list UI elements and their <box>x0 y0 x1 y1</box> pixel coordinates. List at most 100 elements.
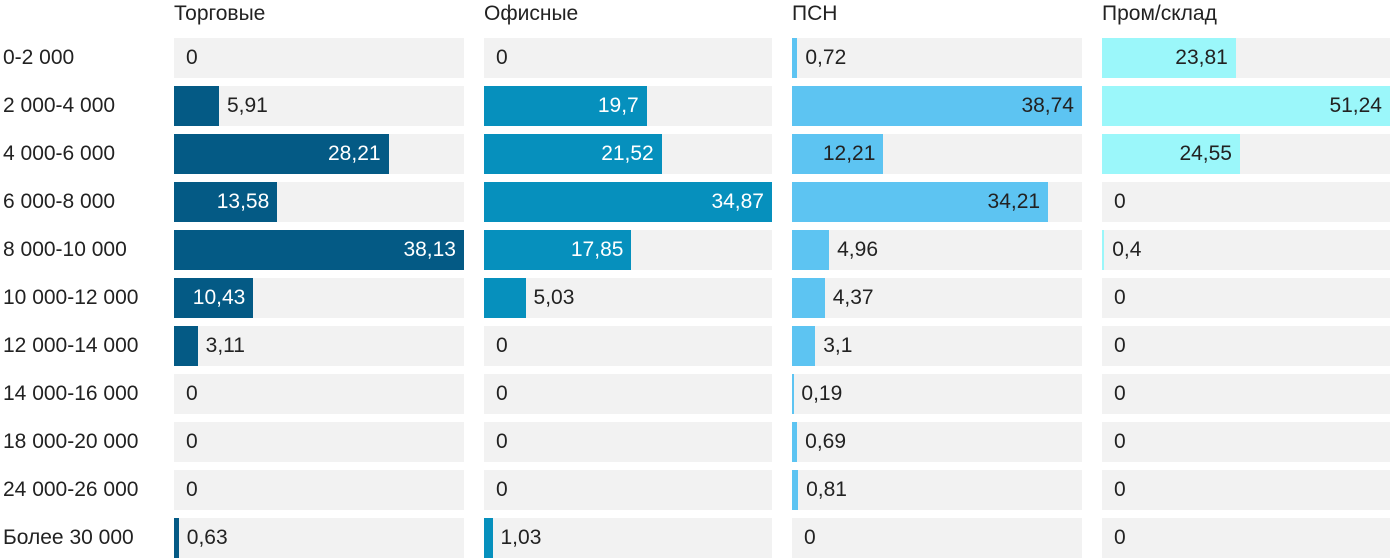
bar-track: 0,63 <box>174 518 464 558</box>
bar-value-label: 0 <box>804 526 816 549</box>
bar-value-label: 0 <box>496 430 508 453</box>
bar-value-label: 34,87 <box>711 190 764 213</box>
bar <box>792 134 884 174</box>
bar-value-label: 0 <box>1114 382 1126 405</box>
bar-value-label: 0,72 <box>805 46 847 69</box>
bar-track: 0,72 <box>792 38 1082 78</box>
bar-value-label: 38,13 <box>403 238 456 261</box>
bar-track: 13,58 <box>174 182 464 222</box>
bar-value-label: 19,7 <box>597 94 639 117</box>
bar <box>1102 86 1390 126</box>
bar-value-label: 12,21 <box>822 142 876 165</box>
bar-track: 0 <box>1102 374 1390 414</box>
row-label: Более 30 000 <box>3 526 134 549</box>
bar <box>1102 230 1105 270</box>
bar-track: 0 <box>484 38 772 78</box>
bar <box>1102 134 1240 174</box>
bar <box>792 326 816 366</box>
row-label: 2 000-4 000 <box>3 94 116 117</box>
row-label: 10 000-12 000 <box>3 286 139 309</box>
bar-track: 0 <box>1102 422 1390 462</box>
bar-track: 0 <box>484 470 772 510</box>
bar-track: 23,81 <box>1102 38 1390 78</box>
bar-track: 3,11 <box>174 326 464 366</box>
bar-value-label: 0 <box>496 334 508 357</box>
bar-value-label: 0,4 <box>1112 238 1142 261</box>
bar <box>484 182 772 222</box>
bar <box>174 86 219 126</box>
bar-track: 0 <box>174 374 464 414</box>
bar-track: 0 <box>1102 182 1390 222</box>
bar-track: 1,03 <box>484 518 772 558</box>
bar-value-label: 0 <box>1114 334 1126 357</box>
bar-track: 38,74 <box>792 86 1082 126</box>
row-label: 14 000-16 000 <box>3 382 139 405</box>
bar-value-label: 38,74 <box>1021 94 1074 117</box>
bar <box>174 182 278 222</box>
bar-value-label: 0 <box>186 382 198 405</box>
bar-track: 12,21 <box>792 134 1082 174</box>
bar-value-label: 5,03 <box>533 286 575 309</box>
bar-track: 0 <box>1102 470 1390 510</box>
bar-value-label: 13,58 <box>216 190 270 213</box>
bar-value-label: 0 <box>1114 190 1126 213</box>
bar-track: 4,96 <box>792 230 1082 270</box>
bar-track: 28,21 <box>174 134 464 174</box>
bar-track: 0 <box>174 38 464 78</box>
bar-track: 0 <box>1102 326 1390 366</box>
bar-track: 3,1 <box>792 326 1082 366</box>
bar <box>792 374 794 414</box>
bar <box>174 230 464 270</box>
bar-value-label: 0 <box>1114 526 1126 549</box>
bar-value-label: 0 <box>186 46 198 69</box>
bar-value-label: 0 <box>496 478 508 501</box>
row-label: 8 000-10 000 <box>3 238 127 261</box>
bar-value-label: 0 <box>1114 478 1126 501</box>
bar-track: 51,24 <box>1102 86 1390 126</box>
bar-track: 0 <box>1102 518 1390 558</box>
bar <box>174 134 389 174</box>
bar <box>484 86 647 126</box>
bar-value-label: 0 <box>496 46 508 69</box>
bar-track: 0,69 <box>792 422 1082 462</box>
bar <box>792 278 825 318</box>
row-label: 24 000-26 000 <box>3 478 139 501</box>
bar-track: 5,03 <box>484 278 772 318</box>
bar-value-label: 17,85 <box>570 238 624 261</box>
bar-value-label: 3,11 <box>205 334 245 357</box>
bar-value-label: 5,91 <box>226 94 268 117</box>
panel-title: Офисные <box>484 2 579 25</box>
bar-track: 5,91 <box>174 86 464 126</box>
bar-track: 0,19 <box>792 374 1082 414</box>
bar-value-label: 51,24 <box>1329 94 1382 117</box>
bar <box>484 134 662 174</box>
bar-track: 0 <box>792 518 1082 558</box>
bar-value-label: 0,69 <box>805 430 847 453</box>
bar-track: 38,13 <box>174 230 464 270</box>
bar-track: 0 <box>1102 278 1390 318</box>
bar-track: 34,21 <box>792 182 1082 222</box>
bar-track: 19,7 <box>484 86 772 126</box>
bar-value-label: 4,37 <box>832 286 874 309</box>
row-label: 18 000-20 000 <box>3 430 139 453</box>
bar <box>792 230 830 270</box>
bar <box>174 278 254 318</box>
bar-value-label: 34,21 <box>987 190 1041 213</box>
bar-track: 0 <box>174 422 464 462</box>
bar-value-label: 0 <box>1114 286 1126 309</box>
bar-track: 21,52 <box>484 134 772 174</box>
bar-value-label: 23,81 <box>1175 46 1228 69</box>
bar-track: 17,85 <box>484 230 772 270</box>
bar-value-label: 0 <box>1114 430 1126 453</box>
bar <box>792 182 1049 222</box>
bar-value-label: 0 <box>496 382 508 405</box>
bar-value-label: 24,55 <box>1179 142 1232 165</box>
row-label: 0-2 000 <box>3 46 75 69</box>
bar-value-label: 0,63 <box>186 526 228 549</box>
bar <box>174 518 179 558</box>
bar-track: 0 <box>484 374 772 414</box>
bar-track: 0 <box>484 326 772 366</box>
bar <box>792 38 798 78</box>
bar-value-label: 1,03 <box>500 526 542 549</box>
